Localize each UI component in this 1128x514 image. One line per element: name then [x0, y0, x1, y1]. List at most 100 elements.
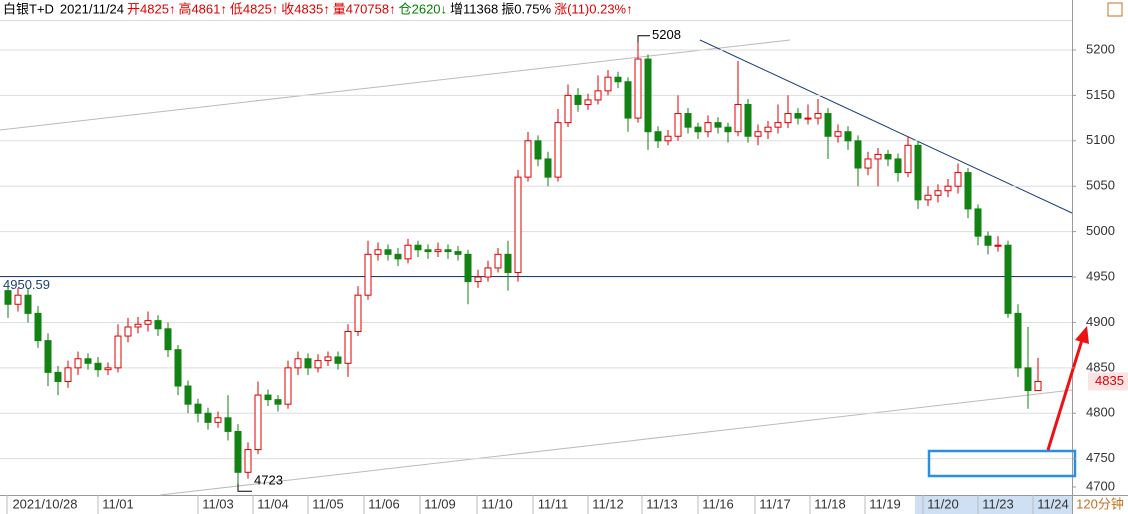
last-price: 4835 [1095, 373, 1124, 388]
candle-body [254, 394, 262, 451]
candle-body [624, 81, 632, 119]
date-label: 11/13 [646, 496, 678, 511]
candle-body [4, 290, 12, 305]
candle-body [1034, 380, 1042, 392]
high-leader [637, 35, 650, 43]
settings-icon[interactable] [1107, 2, 1123, 17]
candle-body [834, 131, 842, 137]
candle-body [664, 135, 672, 142]
candle-body [994, 244, 1002, 247]
candle-body [564, 94, 572, 124]
trend-line [159, 389, 1073, 496]
candle-body [954, 172, 962, 187]
candle-body [354, 294, 362, 333]
highlight-box [927, 449, 1077, 478]
date-label: 11/23 [982, 496, 1014, 511]
candle-body [314, 360, 322, 369]
last-price-box [1088, 372, 1128, 391]
date-label: 11/09 [424, 496, 456, 511]
date-label: 11/06 [368, 496, 400, 511]
date-label: 11/04 [257, 496, 289, 511]
y-tick-label: 5050 [1086, 178, 1115, 193]
candle-body [874, 153, 882, 160]
candle-body [294, 358, 302, 369]
candle-body [674, 113, 682, 137]
candle-body [744, 103, 752, 137]
y-tick-label: 4900 [1086, 314, 1115, 329]
header-item: 增11368 [450, 1, 498, 16]
candle-body [944, 185, 952, 192]
candle-body [274, 399, 282, 405]
candle-body [24, 294, 32, 314]
candle-body [124, 326, 132, 337]
header-item: 收4835↑ [281, 1, 329, 16]
candle-body [44, 340, 52, 373]
candle-body [964, 172, 972, 210]
date-label: 11/18 [814, 496, 846, 511]
candle-body [774, 122, 782, 128]
candle-body [784, 113, 792, 124]
date-label: 11/20 [927, 496, 959, 511]
candle-body [454, 251, 462, 255]
candle-body [1014, 312, 1022, 369]
candle-body [704, 122, 712, 133]
date-label: 11/16 [702, 496, 734, 511]
candle-body [574, 94, 582, 105]
candle-body [694, 126, 702, 133]
candle-body [264, 394, 272, 401]
candle-body [754, 131, 762, 137]
low-label: 4723 [254, 473, 283, 488]
header-item: 2021/11/24 [60, 1, 124, 16]
candle-body [34, 312, 42, 342]
candle-body [594, 90, 602, 101]
candle-body [714, 122, 722, 128]
y-tick-label: 4750 [1086, 450, 1115, 465]
candle-body [154, 320, 162, 330]
candle-body [304, 358, 312, 369]
y-tick-label: 4850 [1086, 359, 1115, 374]
candle-body [1024, 367, 1032, 392]
candle-body [524, 140, 532, 178]
candle-body [134, 323, 142, 328]
candle-body [584, 99, 592, 105]
candle-body [804, 117, 812, 120]
candle-body [534, 140, 542, 160]
candle-body [334, 356, 342, 364]
candle-body [164, 328, 172, 351]
candle-body [544, 158, 552, 178]
header-item: 仓2620↓ [399, 1, 447, 16]
candle-body [204, 412, 212, 423]
candle-body [984, 235, 992, 246]
candle-body [1004, 244, 1012, 314]
candle-body [914, 144, 922, 201]
high-label: 5208 [652, 27, 681, 42]
candle-body [14, 294, 22, 305]
candle-body [814, 113, 822, 119]
candle-body [614, 76, 622, 83]
candle-body [74, 358, 82, 369]
y-tick-label: 4800 [1086, 405, 1115, 420]
candle-body [414, 244, 422, 251]
date-label: 11/01 [102, 496, 134, 511]
candle-body [184, 385, 192, 405]
y-tick-label: 5150 [1086, 87, 1115, 102]
candle-body [894, 158, 902, 174]
low-leader [237, 483, 252, 492]
candle-body [764, 126, 772, 133]
candle-body [214, 417, 222, 423]
header-item: 开4825↑ [127, 1, 175, 16]
candle-body [494, 253, 502, 269]
reference-label: 4950.59 [3, 277, 50, 292]
y-tick-label: 4950 [1086, 268, 1115, 283]
candle-body [724, 126, 732, 133]
arrow-head [1075, 326, 1089, 344]
date-label: 11/03 [202, 496, 234, 511]
date-label: 11/12 [592, 496, 624, 511]
candle-body [464, 253, 472, 283]
candle-body [444, 249, 452, 253]
header-item: 白银T+D [3, 1, 54, 16]
candle-body [734, 103, 742, 133]
candle-body [364, 253, 372, 296]
trend-line [699, 39, 1073, 214]
